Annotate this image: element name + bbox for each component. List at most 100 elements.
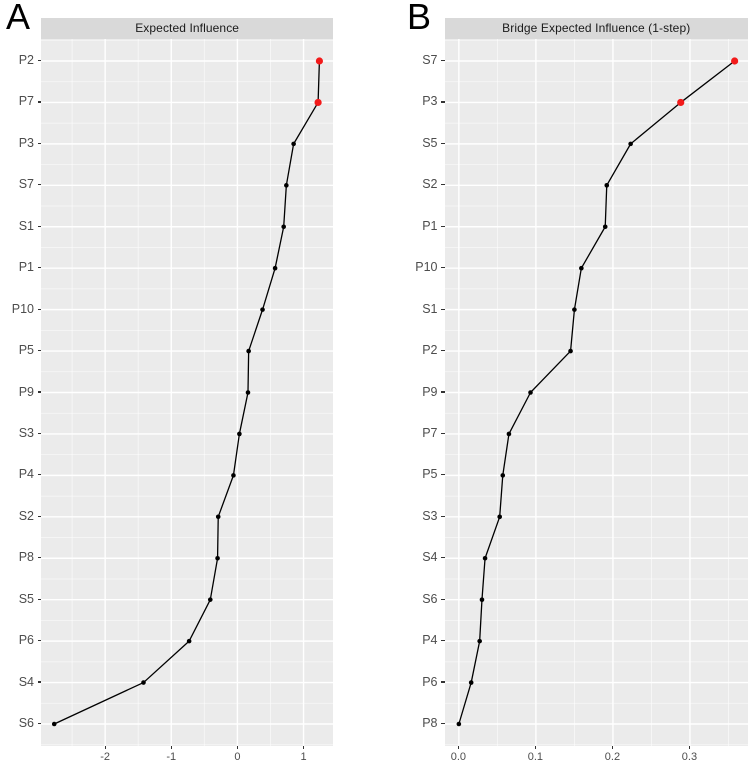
x-axis-tick-mark — [611, 745, 613, 749]
y-axis-tick-mark — [37, 681, 41, 683]
y-axis-tick-mark — [441, 681, 445, 683]
y-axis-tick-mark — [441, 515, 445, 517]
y-axis-label-P3: P3 — [18, 135, 34, 150]
y-axis-label-P3: P3 — [422, 94, 438, 109]
panel-a-letter: A — [6, 0, 31, 37]
y-axis-tick-mark — [441, 391, 445, 393]
y-axis-label-P8: P8 — [18, 550, 34, 565]
y-axis-label-P4: P4 — [18, 467, 34, 482]
y-axis-label-S1: S1 — [18, 218, 34, 233]
y-axis-tick-mark — [441, 59, 445, 62]
panel-b-strip-title: Bridge Expected Influence (1-step) — [444, 18, 748, 39]
y-axis-label-S5: S5 — [18, 591, 34, 606]
panel-a-plot-area — [41, 38, 334, 746]
y-axis-tick-mark — [441, 225, 445, 227]
x-axis-tick-mark — [688, 745, 691, 749]
point-P4 — [476, 638, 482, 643]
y-axis-tick-mark — [37, 267, 41, 269]
x-axis-tick-label-0.3: 0.3 — [681, 750, 698, 763]
point-P8 — [456, 721, 461, 726]
y-axis-label-S2: S2 — [18, 508, 34, 523]
y-axis-tick-mark — [37, 722, 41, 725]
y-axis-tick-mark — [37, 432, 41, 435]
y-axis-label-P9: P9 — [422, 384, 438, 399]
point-S7 — [284, 182, 289, 188]
y-axis-label-P7: P7 — [422, 425, 438, 440]
y-axis-label-S4: S4 — [422, 550, 438, 565]
point-P4 — [231, 472, 236, 478]
point-S3 — [237, 431, 242, 436]
x-axis-tick-label--1: -1 — [166, 750, 177, 763]
y-axis-label-S6: S6 — [18, 716, 34, 730]
point-S5 — [627, 141, 633, 146]
y-axis-label-P4: P4 — [422, 633, 438, 648]
y-axis-tick-mark — [37, 59, 41, 62]
y-axis-tick-mark — [37, 640, 41, 642]
y-axis-label-P2: P2 — [422, 343, 438, 358]
point-P10 — [578, 265, 584, 270]
highlighted-point-P7 — [314, 98, 322, 106]
y-axis-tick-mark — [37, 308, 41, 310]
point-S1 — [281, 223, 286, 229]
y-axis-label-P6: P6 — [18, 633, 34, 648]
x-axis-tick-mark — [302, 745, 305, 749]
y-axis-label-S2: S2 — [422, 177, 438, 192]
y-axis-label-S3: S3 — [18, 425, 34, 440]
y-axis-tick-mark — [441, 101, 445, 103]
point-P2 — [567, 348, 573, 353]
y-axis-label-S6: S6 — [422, 591, 438, 606]
point-P6 — [468, 679, 473, 685]
y-axis-tick-mark — [37, 225, 41, 227]
y-axis-tick-mark — [441, 267, 445, 269]
point-P5 — [246, 348, 251, 353]
point-S2 — [215, 514, 221, 519]
y-axis-tick-mark — [441, 432, 445, 435]
highlighted-point-P2 — [315, 56, 324, 65]
x-axis-tick-label-0.0: 0.0 — [450, 750, 466, 763]
y-axis-tick-mark — [37, 142, 41, 144]
y-axis-tick-mark — [37, 598, 41, 600]
x-axis-tick-mark — [534, 745, 536, 749]
x-axis-tick-label-0.1: 0.1 — [527, 750, 544, 763]
point-P5 — [499, 472, 505, 478]
y-axis-label-S7: S7 — [18, 177, 34, 192]
y-axis-label-P6: P6 — [422, 674, 438, 689]
y-axis-tick-mark — [441, 557, 445, 559]
y-axis-tick-mark — [37, 184, 41, 186]
y-axis-tick-mark — [37, 101, 41, 103]
y-axis-tick-mark — [37, 474, 41, 476]
y-axis-label-S3: S3 — [422, 508, 438, 523]
y-axis-label-S4: S4 — [18, 674, 34, 689]
point-P9 — [245, 389, 251, 395]
y-axis-tick-mark — [441, 474, 445, 476]
point-P8 — [215, 555, 220, 561]
x-axis-tick-label-0: 0 — [234, 750, 241, 763]
y-axis-label-P1: P1 — [422, 218, 438, 233]
point-S3 — [496, 514, 502, 519]
y-axis-label-S7: S7 — [422, 53, 438, 67]
point-P1 — [272, 265, 278, 270]
y-axis-tick-mark — [441, 349, 445, 352]
x-axis-tick-mark — [170, 745, 172, 749]
x-axis-tick-label--2: -2 — [100, 750, 111, 763]
y-axis-label-P9: P9 — [18, 384, 34, 399]
y-axis-tick-mark — [37, 349, 41, 352]
panel-b-plot-area — [444, 38, 748, 746]
y-axis-label-P1: P1 — [18, 260, 34, 275]
y-axis-tick-mark — [37, 515, 41, 517]
y-axis-tick-mark — [37, 391, 41, 393]
y-axis-tick-mark — [441, 184, 445, 186]
x-axis-tick-label-1: 1 — [300, 750, 307, 763]
y-axis-tick-mark — [441, 598, 445, 600]
point-S1 — [571, 306, 577, 312]
y-axis-label-S1: S1 — [422, 301, 438, 316]
x-axis-tick-mark — [104, 745, 106, 749]
y-axis-label-P5: P5 — [18, 343, 34, 358]
point-P1 — [602, 223, 608, 229]
y-axis-tick-mark — [441, 142, 445, 144]
y-axis-label-P8: P8 — [422, 716, 438, 730]
panel-b-chart — [444, 38, 748, 746]
x-axis-tick-mark — [236, 745, 238, 749]
y-axis-label-S5: S5 — [422, 135, 438, 150]
point-S6 — [51, 721, 57, 726]
